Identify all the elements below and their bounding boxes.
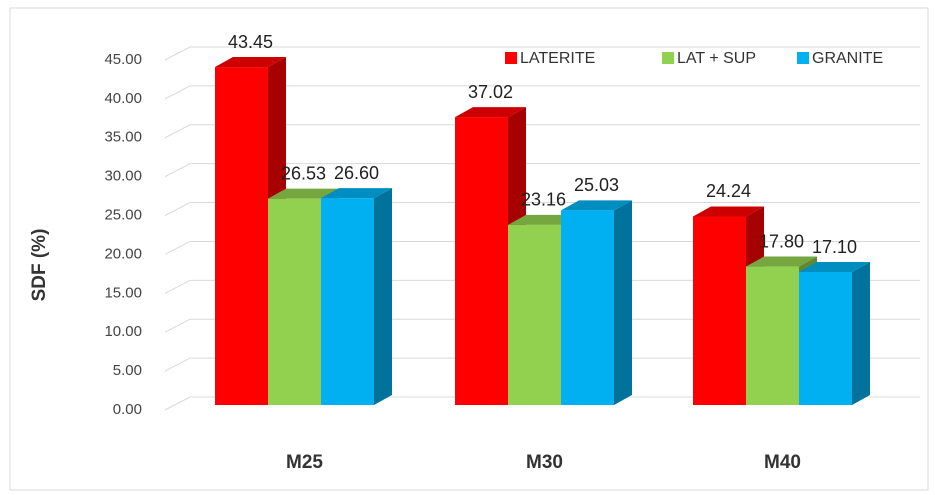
bar-side (374, 188, 392, 405)
grid-line (164, 357, 920, 372)
bar-top (268, 188, 339, 199)
legend-swatch (797, 52, 809, 64)
grid-line (164, 163, 920, 178)
bar (455, 117, 508, 406)
data-label: 43.45 (228, 32, 273, 52)
y-tick-label: 10.00 (104, 323, 142, 340)
grid-line (164, 318, 920, 333)
bar (746, 266, 799, 405)
y-tick-label: 40.00 (104, 90, 142, 107)
grid-line (164, 396, 920, 411)
x-tick-label: M40 (764, 452, 801, 473)
y-tick-label: 45.00 (104, 51, 142, 68)
grid-line (164, 240, 920, 255)
bar (561, 210, 614, 405)
x-tick-label: M25 (286, 452, 323, 473)
grid-line (164, 279, 920, 294)
bar (215, 67, 268, 406)
data-label: 24.24 (706, 181, 751, 201)
bar (693, 216, 746, 405)
y-tick-label: 30.00 (104, 168, 142, 185)
bar-top (215, 57, 286, 68)
legend-swatch (505, 52, 517, 64)
data-label: 17.80 (759, 231, 804, 251)
y-tick-label: 5.00 (113, 362, 142, 379)
bar-top (746, 256, 817, 267)
bar (321, 198, 374, 405)
grid-line (164, 124, 920, 139)
grid-line (164, 46, 920, 61)
legend-swatch (662, 52, 674, 64)
data-label: 23.16 (521, 190, 566, 210)
y-tick-label: 0.00 (113, 401, 142, 418)
legend-label: GRANITE (812, 50, 883, 67)
bar (799, 272, 852, 405)
bar-top (693, 206, 764, 217)
grid-line (164, 85, 920, 100)
data-label: 37.02 (468, 82, 513, 102)
y-axis-label: SDF (%) (29, 229, 50, 302)
x-tick-label: M30 (526, 452, 563, 473)
bar-top (321, 188, 392, 199)
y-tick-label: 25.00 (104, 207, 142, 224)
data-label: 17.10 (812, 237, 857, 257)
bar-top (799, 262, 870, 272)
y-tick-label: 15.00 (104, 284, 142, 301)
legend-label: LATERITE (520, 50, 595, 67)
y-tick-label: 20.00 (104, 245, 142, 262)
grid-line (164, 202, 920, 216)
bar (508, 224, 561, 405)
data-label: 26.60 (334, 163, 379, 183)
bar-top (455, 107, 526, 118)
data-label: 25.03 (574, 175, 619, 195)
legend-label: LAT + SUP (677, 50, 756, 67)
bar (268, 198, 321, 405)
y-tick-label: 35.00 (104, 129, 142, 146)
bar-side (852, 262, 870, 405)
bar-side (614, 200, 632, 405)
data-label: 26.53 (281, 163, 326, 183)
bar-top (561, 200, 632, 211)
